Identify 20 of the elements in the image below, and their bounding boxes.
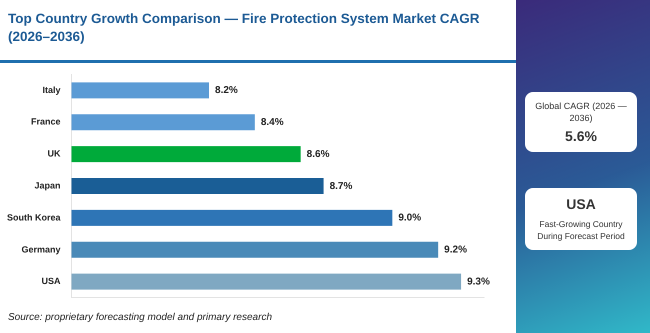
y-tick-label: France	[30, 116, 61, 127]
data-label: 9.3%	[467, 276, 490, 288]
data-label: 9.2%	[444, 244, 468, 256]
y-tick-label: USA	[41, 276, 61, 286]
data-label: 8.6%	[306, 148, 330, 160]
source-note: Source: proprietary forecasting model and primary research	[8, 312, 272, 323]
text: Global CAGR (2026 — 2036)	[534, 100, 628, 124]
chart-title: Top Country Growth Comparison — Fire Protection System Market CAGR (2026–2036)	[7, 10, 481, 46]
y-tick-label: Japan	[34, 180, 61, 190]
text: Fast-Growing Country During Forecast Period	[536, 218, 626, 242]
text: USA	[565, 196, 597, 212]
y-tick-label: UK	[48, 148, 62, 159]
y-tick-label: South Korea	[6, 212, 62, 222]
data-label: 9.0%	[398, 212, 422, 224]
data-label: 8.2%	[215, 85, 238, 96]
data-label: 8.4%	[260, 116, 284, 128]
text: 5.6%	[564, 128, 598, 144]
data-label: 8.7%	[330, 180, 352, 192]
y-tick-label: Italy	[42, 84, 61, 95]
y-tick-label: Germany	[21, 244, 61, 254]
